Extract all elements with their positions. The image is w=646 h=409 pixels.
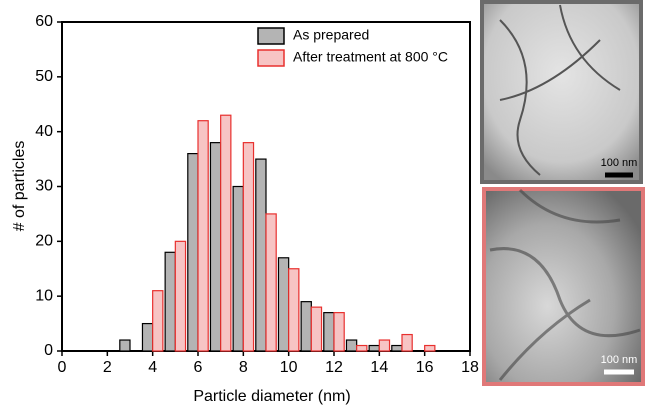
bar [333, 312, 345, 352]
x-tick-label: 2 [103, 359, 112, 376]
bar [345, 339, 358, 352]
bar [277, 257, 290, 352]
x-tick-label: 0 [58, 359, 67, 376]
bar [265, 213, 277, 352]
tem-image-2: 100 nm [482, 187, 645, 386]
scale-bar-label: 100 nm [601, 354, 638, 366]
x-tick-label: 12 [325, 359, 343, 376]
bar [174, 240, 187, 352]
tem-image-1: 100 nm [480, 0, 643, 184]
scale-bar-label: 100 nm [601, 157, 638, 169]
bar [391, 344, 403, 352]
bar [323, 312, 335, 352]
y-tick-label: 10 [35, 287, 53, 304]
legend-swatch [257, 49, 285, 67]
y-tick-label: 0 [44, 342, 53, 359]
x-tick-label: 16 [416, 359, 434, 376]
y-tick-label: 30 [35, 178, 53, 195]
x-tick-label: 8 [239, 359, 248, 376]
bar [220, 114, 232, 352]
y-tick-label: 50 [35, 68, 53, 85]
bar [255, 158, 267, 352]
bar [378, 339, 391, 352]
bar [288, 268, 300, 352]
bar [232, 185, 244, 352]
bar [187, 153, 199, 352]
x-tick-label: 18 [461, 359, 479, 376]
x-tick-label: 10 [280, 359, 298, 376]
bar [300, 301, 312, 352]
legend-swatch [257, 27, 285, 45]
y-tick-label: 40 [35, 123, 53, 140]
bar [209, 142, 222, 352]
y-axis-label: # of particles [11, 141, 28, 232]
x-tick-label: 4 [148, 359, 157, 376]
bar [424, 344, 436, 352]
bar [141, 322, 154, 352]
bar [356, 344, 368, 352]
bar [401, 333, 413, 352]
bar [310, 306, 323, 352]
x-axis-label: Particle diameter (nm) [193, 388, 350, 405]
bar [164, 251, 176, 352]
x-tick-label: 14 [370, 359, 388, 376]
y-tick-label: 20 [35, 233, 53, 250]
bar [152, 290, 164, 352]
bar [368, 344, 380, 352]
y-tick-label: 60 [35, 13, 53, 30]
x-tick-label: 6 [194, 359, 203, 376]
bar [242, 142, 255, 352]
legend-label: As prepared [293, 27, 369, 43]
bar [197, 120, 209, 352]
bar [119, 339, 131, 352]
legend-label: After treatment at 800 °C [293, 49, 448, 65]
